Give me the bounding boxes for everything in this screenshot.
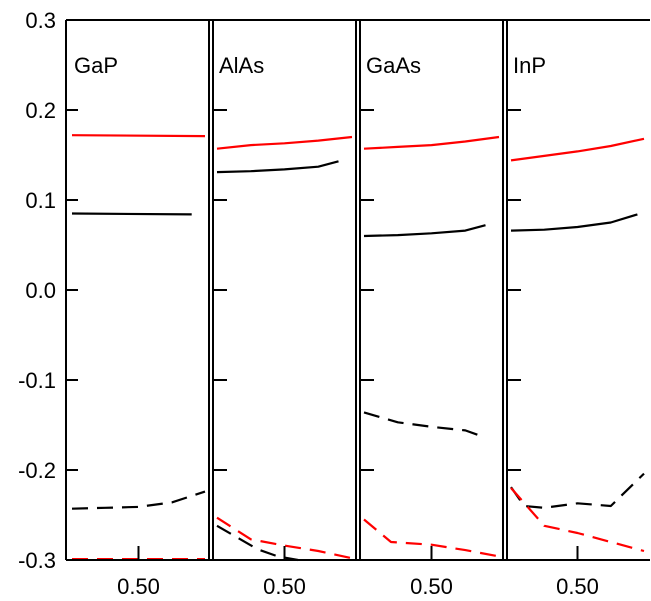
x-tick-label: 0.50 (556, 574, 599, 599)
series-line-black-solid (216, 160, 339, 174)
series-line-black-solid (510, 213, 638, 232)
y-tick-label: -0.2 (18, 458, 56, 483)
series-line-black-dashed (510, 472, 645, 509)
y-tick-label: 0.3 (25, 8, 56, 33)
series-line-black-solid (71, 212, 192, 216)
panel-label: GaAs (366, 53, 421, 78)
series-line-red-solid (71, 134, 206, 138)
series-line-red-dashed (363, 518, 500, 558)
series-line-red-dashed (216, 516, 353, 560)
series-line-red-dashed (510, 487, 645, 553)
x-tick-label: 0.50 (410, 574, 453, 599)
y-tick-label: -0.1 (18, 368, 56, 393)
series-line-black-dashed (71, 490, 206, 510)
series-line-red-solid (510, 137, 645, 162)
y-tick-label: 0.2 (25, 98, 56, 123)
series-line-black-solid (363, 224, 486, 238)
panel-label: AlAs (219, 53, 264, 78)
series-line-black-dashed (363, 411, 486, 439)
series-line-black-dashed (216, 524, 299, 562)
x-tick-label: 0.50 (117, 574, 160, 599)
y-tick-label: 0.0 (25, 278, 56, 303)
panel-label: InP (513, 53, 546, 78)
series-line-red-solid (216, 135, 353, 150)
panel-label: GaP (74, 53, 118, 78)
series-line-red-solid (363, 135, 500, 150)
y-tick-label: 0.1 (25, 188, 56, 213)
y-tick-label: -0.3 (18, 548, 56, 573)
x-tick-label: 0.50 (263, 574, 306, 599)
